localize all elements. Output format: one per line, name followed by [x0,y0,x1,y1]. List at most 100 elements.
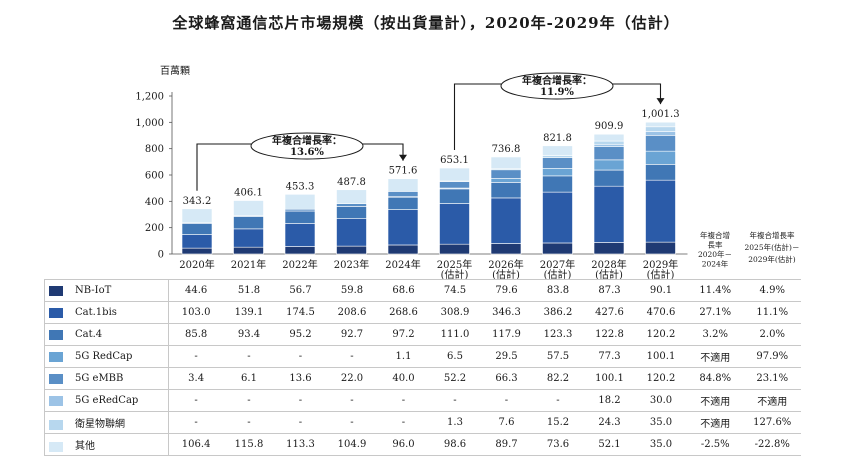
series-label-cell: 其他 [44,433,169,456]
x-tick-label: 2026年 [488,258,523,271]
bar-total-label: 653.1 [440,155,469,166]
legend-swatch [49,285,63,296]
x-tick-label: (估計) [544,268,572,280]
table-cell: 7.6 [480,411,533,434]
bar-segment [336,206,367,219]
cagr-ellipse [250,132,364,160]
bar-total-label: 1,001.3 [641,109,679,120]
table-cell: 106.4 [168,433,224,456]
table-cell: 74.5 [429,279,481,302]
table-cell: - [480,389,533,412]
cagr-cell: 97.9% [743,345,801,368]
table-cell: 122.8 [583,323,636,346]
bar-segment [336,203,367,207]
cagr-header-1: 2024年 [702,259,729,269]
bar-segment [645,121,676,128]
cagr-cell: 84.8% [686,367,744,390]
x-tick-label: 2029年 [643,258,678,271]
table-cell: 100.1 [583,367,636,390]
table-cell: 22.0 [326,367,378,390]
table-cell: 59.8 [326,279,378,302]
cagr-header-1: 年複合增 [700,230,730,240]
stacked-bar-chart: 0 200 400 600 800 1,000 1,200 343.2 2020年 406.1 20… [135,72,800,280]
table-cell: 51.8 [223,279,275,302]
series-name: 衛星物聯網 [75,419,125,430]
y-tick-label: 1,000 [135,118,164,129]
bar-segment [490,243,522,255]
table-cell: 44.6 [168,279,224,302]
table-cell: 470.6 [635,301,687,324]
table-row: Cat.1bis 103.0 139.1 174.5 208.6 268.6 308.9 34… [44,301,801,324]
table-cell: 427.6 [583,301,636,324]
series-label-cell: Cat.4 [44,323,169,346]
table-cell: - [532,389,584,412]
bar-segment [593,159,625,171]
table-cell: 113.3 [274,433,327,456]
cagr-annotation-label: 年複合增長率： [522,74,592,87]
table-cell: 73.6 [532,433,584,456]
bar-total-label: 406.1 [234,188,263,199]
table-cell: 100.1 [635,345,687,368]
bar-segment [593,169,625,187]
table-cell: 93.4 [223,323,275,346]
table-cell: - [326,345,378,368]
bar-total-label: 736.8 [492,144,521,155]
cagr-cell: 127.6% [743,411,801,434]
bar-segment [645,126,676,132]
bar-segment [336,218,367,247]
table-cell: 24.3 [583,411,636,434]
bar-total-label: 453.3 [286,181,315,192]
bar-segment [593,140,625,145]
table-cell: 18.2 [583,389,636,412]
table-cell: - [274,345,327,368]
series-label-cell: NB-IoT [44,279,169,302]
bar-segment [490,169,522,179]
bar-segment [593,143,625,147]
table-cell: 89.7 [480,433,533,456]
bar-segment [542,157,573,169]
table-cell: - [377,411,430,434]
bar-segment [233,228,264,248]
table-cell: - [326,411,378,434]
bar-total-label: 909.9 [595,121,624,132]
data-table: NB-IoT 44.6 51.8 56.7 59.8 68.6 74.5 79.6 83.8 87… [44,279,801,456]
series-name: NB-IoT [75,285,112,296]
bar-segment [284,210,316,224]
bar-segment [542,191,573,244]
bar-segment [645,241,676,255]
table-cell: 174.5 [274,301,327,324]
table-cell: 29.5 [480,345,533,368]
bar-segment [593,133,625,142]
y-tick-label: 0 [158,250,164,261]
table-cell: 66.3 [480,367,533,390]
bar-segment [439,203,470,245]
bar-segment [387,178,419,192]
x-tick-label: (估計) [595,268,623,280]
cagr-header-1: 2020年－ [698,249,732,259]
x-tick-label: 2027年 [540,258,575,271]
table-row: NB-IoT 44.6 51.8 56.7 59.8 68.6 74.5 79.6 83.8 87… [44,279,801,302]
series-name: 5G eRedCap [75,395,139,406]
bar-segment [181,208,213,224]
series-name: Cat.4 [75,329,103,340]
x-tick-label: 2023年 [334,258,369,271]
table-cell: 95.2 [274,323,327,346]
bar-segment [233,216,264,230]
cagr-cell: 2.0% [743,323,801,346]
table-cell: 30.0 [635,389,687,412]
table-cell: 6.5 [429,345,481,368]
table-cell: 52.2 [429,367,481,390]
table-cell: - [223,345,275,368]
table-cell: 96.0 [377,433,430,456]
bar-total-label: 343.2 [183,196,212,207]
cagr-header-2: 2025年(估計)－ [745,242,800,252]
table-cell: 3.4 [168,367,224,390]
bar-segment [490,182,522,199]
table-cell: - [326,389,378,412]
table-cell: 308.9 [429,301,481,324]
table-cell: 15.2 [532,411,584,434]
bar-segment [645,131,676,136]
x-tick-label: 2022年 [282,258,317,271]
bar-segment [645,135,676,152]
bar-segment [387,209,419,246]
